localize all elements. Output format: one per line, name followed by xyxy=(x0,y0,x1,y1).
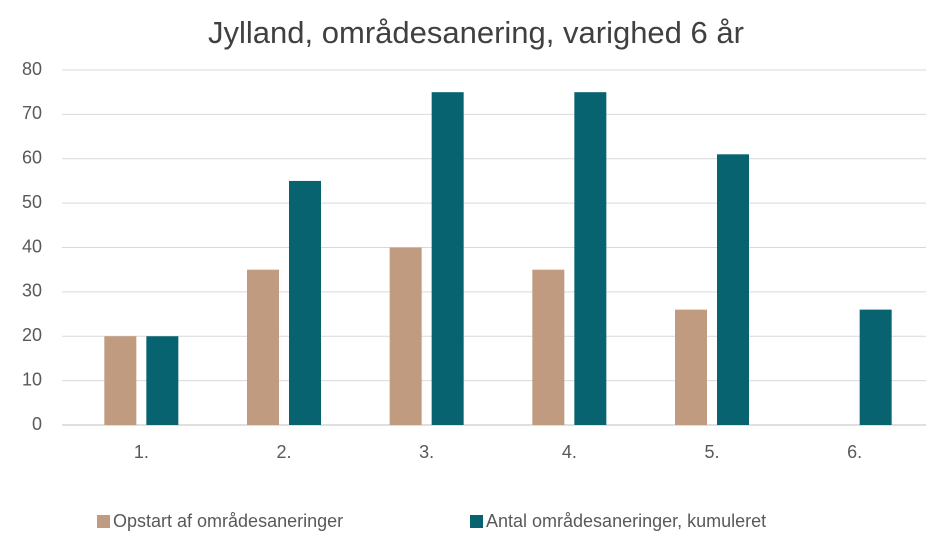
legend-swatch xyxy=(470,515,483,528)
y-tick-label: 60 xyxy=(22,148,42,168)
bar xyxy=(247,269,279,425)
legend-swatch xyxy=(97,515,110,528)
bar xyxy=(532,269,565,425)
bar xyxy=(859,309,892,425)
legend-label: Antal områdesaneringer, kumuleret xyxy=(486,511,766,531)
x-tick-label: 3. xyxy=(419,442,434,462)
bar xyxy=(289,180,321,425)
y-tick-label: 0 xyxy=(32,414,42,434)
y-tick-label: 20 xyxy=(22,325,42,345)
legend-label: Opstart af områdesaneringer xyxy=(113,511,343,531)
y-tick-label: 10 xyxy=(22,369,42,389)
bar xyxy=(431,92,464,425)
bar xyxy=(675,309,707,425)
bar xyxy=(389,247,422,425)
y-tick-label: 70 xyxy=(22,103,42,123)
x-tick-label: 6. xyxy=(847,442,862,462)
y-tick-label: 30 xyxy=(22,281,42,301)
bar xyxy=(146,336,179,425)
bar xyxy=(104,336,137,425)
chart-title: Jylland, områdesanering, varighed 6 år xyxy=(208,15,744,50)
bar xyxy=(717,154,749,425)
y-tick-label: 50 xyxy=(22,192,42,212)
x-tick-label: 5. xyxy=(704,442,719,462)
x-tick-label: 4. xyxy=(562,442,577,462)
bar xyxy=(574,92,607,425)
x-tick-label: 1. xyxy=(134,442,149,462)
x-tick-label: 2. xyxy=(276,442,291,462)
y-tick-label: 80 xyxy=(22,59,42,79)
y-tick-label: 40 xyxy=(22,236,42,256)
